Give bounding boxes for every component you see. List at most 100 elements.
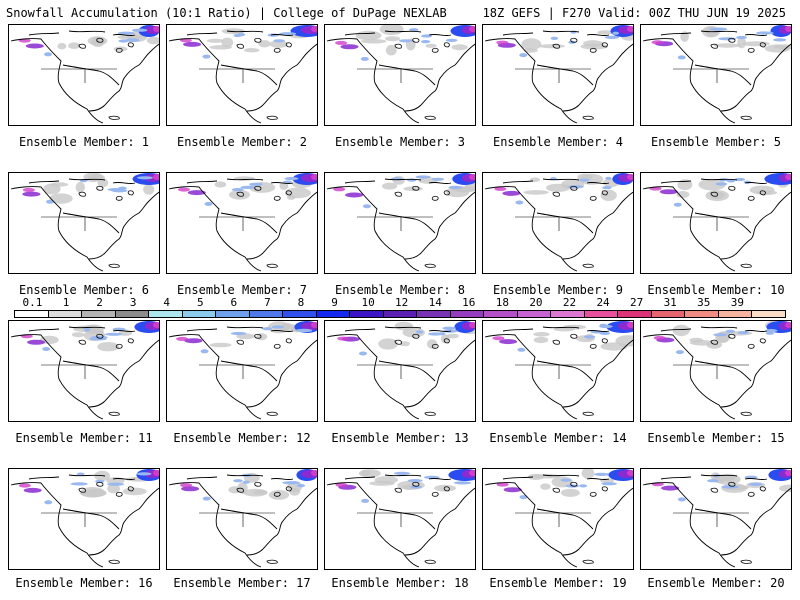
ensemble-member-label: Ensemble Member: 1 bbox=[18, 135, 150, 149]
heavy-snow-core bbox=[627, 322, 633, 328]
scale-tick-label: 31 bbox=[663, 296, 677, 309]
coastline bbox=[694, 360, 752, 382]
light-snow-streak bbox=[117, 31, 135, 35]
arctic-island bbox=[394, 191, 402, 197]
light-snow-streak bbox=[279, 32, 297, 36]
color-swatch bbox=[316, 311, 351, 317]
color-scale-bar bbox=[14, 310, 786, 318]
coastline bbox=[736, 372, 758, 402]
arctic-island bbox=[127, 486, 134, 492]
light-snow-streak bbox=[296, 484, 306, 488]
coastline bbox=[28, 30, 136, 37]
coastline bbox=[502, 178, 610, 185]
arctic-island bbox=[552, 43, 560, 49]
coastline bbox=[440, 360, 456, 374]
ensemble-map-panel bbox=[324, 172, 476, 274]
coastline bbox=[124, 64, 140, 78]
ensemble-member-label: Ensemble Member: 12 bbox=[173, 431, 311, 445]
arctic-island bbox=[740, 559, 752, 564]
coastline bbox=[282, 360, 298, 374]
coastal-snow bbox=[25, 43, 44, 49]
snow-cover-patch bbox=[206, 38, 224, 43]
color-swatch bbox=[383, 311, 418, 317]
arctic-island bbox=[96, 185, 104, 191]
light-snow-streak bbox=[560, 478, 572, 482]
scale-tick-label: 27 bbox=[630, 296, 644, 309]
scale-tick-label: 18 bbox=[495, 296, 509, 309]
coastline bbox=[736, 76, 758, 106]
snow-cover-patch bbox=[57, 42, 67, 50]
coastline bbox=[138, 339, 159, 362]
coastline bbox=[484, 38, 578, 124]
color-swatch bbox=[651, 311, 686, 317]
arctic-island bbox=[424, 115, 436, 120]
light-snow-streak bbox=[579, 484, 588, 488]
coastline bbox=[536, 212, 594, 234]
us-canada-border bbox=[673, 68, 749, 83]
light-snow-streak bbox=[112, 327, 126, 331]
arctic-island bbox=[115, 491, 123, 497]
arctic-island bbox=[412, 333, 420, 339]
coastline bbox=[440, 508, 456, 522]
ensemble-member-label: Ensemble Member: 4 bbox=[492, 135, 624, 149]
coastline bbox=[28, 474, 136, 481]
coastline bbox=[578, 520, 600, 550]
coastline bbox=[124, 212, 140, 226]
ensemble-map-panel bbox=[482, 468, 634, 570]
coastal-snow bbox=[677, 55, 686, 60]
north-america-map bbox=[168, 321, 317, 420]
snow-cover-patch bbox=[523, 190, 549, 195]
ensemble-member-label: Ensemble Member: 6 bbox=[18, 283, 150, 297]
coastline bbox=[10, 482, 104, 568]
arctic-island bbox=[424, 411, 436, 416]
light-snow-streak bbox=[84, 328, 91, 332]
coastline bbox=[262, 520, 284, 550]
light-snow-streak bbox=[453, 481, 472, 485]
ensemble-map-panel bbox=[8, 24, 160, 126]
ensemble-member-label: Ensemble Member: 15 bbox=[647, 431, 785, 445]
light-snow-streak bbox=[420, 40, 431, 44]
snow-cover-patch bbox=[521, 38, 542, 51]
north-america-map bbox=[168, 173, 317, 272]
coastline bbox=[770, 487, 791, 510]
coastline bbox=[138, 487, 159, 510]
coastal-snow bbox=[492, 336, 505, 341]
light-snow-streak bbox=[599, 331, 611, 335]
light-snow-streak bbox=[409, 28, 419, 32]
light-snow-streak bbox=[713, 333, 728, 337]
coastline bbox=[246, 252, 264, 260]
us-canada-border bbox=[673, 512, 749, 527]
coastline bbox=[484, 186, 578, 272]
coastline bbox=[756, 508, 772, 522]
coastline bbox=[454, 487, 475, 510]
coastline bbox=[612, 43, 633, 66]
arctic-island bbox=[266, 559, 278, 564]
snow-cover-patch bbox=[385, 36, 401, 42]
ensemble-map-panel bbox=[482, 24, 634, 126]
coastline bbox=[404, 548, 422, 556]
us-canada-border bbox=[515, 364, 591, 379]
coastal-snow bbox=[183, 41, 202, 47]
north-america-map bbox=[10, 173, 159, 272]
arctic-island bbox=[78, 43, 86, 49]
coastline bbox=[420, 76, 442, 106]
heavy-snow-core bbox=[785, 322, 791, 328]
coastline bbox=[104, 372, 126, 402]
snow-cover-patch bbox=[394, 321, 413, 331]
coastline bbox=[756, 212, 772, 226]
light-snow-streak bbox=[230, 331, 247, 336]
north-america-map bbox=[326, 25, 475, 124]
coastline bbox=[326, 186, 420, 272]
coastal-snow bbox=[335, 40, 348, 45]
heavy-snow-core bbox=[153, 470, 159, 476]
coastal-snow bbox=[22, 191, 41, 197]
coastline bbox=[420, 520, 442, 550]
coastal-snow bbox=[46, 199, 55, 204]
light-snow-streak bbox=[612, 31, 619, 35]
arctic-island bbox=[424, 263, 436, 268]
arctic-island bbox=[78, 487, 86, 493]
arctic-island bbox=[431, 47, 439, 53]
snow-cover-patch bbox=[600, 189, 617, 201]
arctic-island bbox=[710, 43, 718, 49]
coastal-snow bbox=[204, 201, 213, 206]
